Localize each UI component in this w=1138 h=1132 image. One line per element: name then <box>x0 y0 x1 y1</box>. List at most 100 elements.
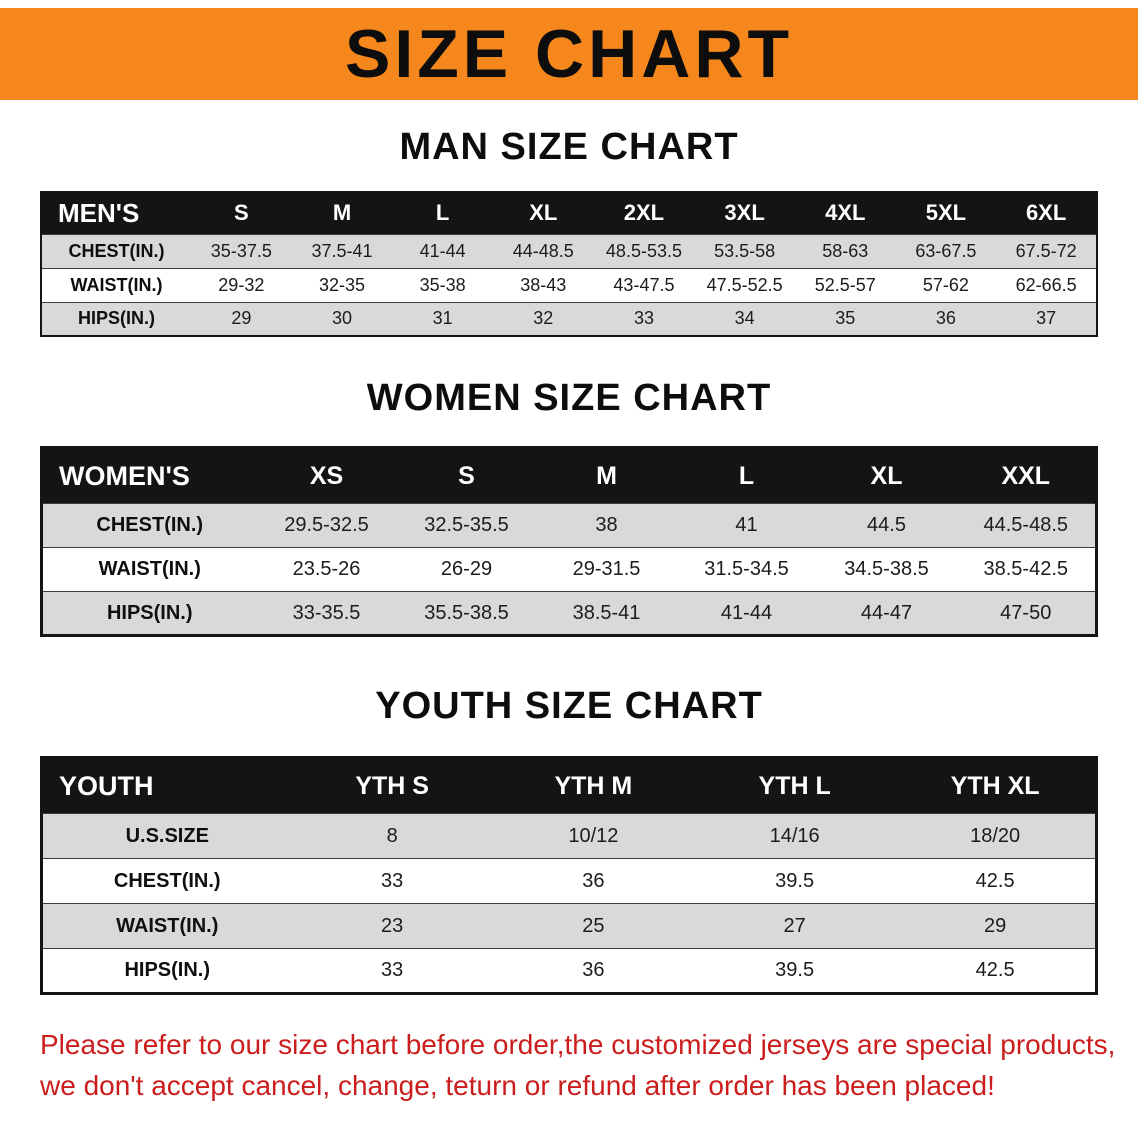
measurement-value: 44.5 <box>867 514 906 536</box>
table-corner-label: MEN'S <box>41 192 191 234</box>
measurement-value: 8 <box>386 824 398 847</box>
measurement-value: 53.5-58 <box>714 240 776 261</box>
measurement-value: 62-66.5 <box>1015 274 1077 295</box>
measurement-row: CHEST(IN.) 35-37.5 37.5-41 41-44 44-48.5 48.5… <box>41 234 1097 268</box>
measurement-label: HIPS(IN.) <box>106 601 193 624</box>
size-column-header: L <box>392 192 493 234</box>
measurement-row: CHEST(IN.) 29.5-32.5 32.5-35.5 38 41 44.5 44.5… <box>41 503 1097 548</box>
measurement-value: 33 <box>381 869 404 892</box>
size-column-header: 6XL <box>996 192 1097 234</box>
measurement-value: 26-29 <box>440 558 493 580</box>
measurement-value: 37.5-41 <box>311 240 373 261</box>
size-column-header: YTH S <box>291 757 493 814</box>
measurement-row: WAIST(IN.) 29-32 32-35 35-38 38-43 43-47.5 47.… <box>41 268 1097 302</box>
measurement-value: 67.5-72 <box>1015 240 1077 261</box>
measurement-value: 29 <box>231 308 252 329</box>
measurement-label: CHEST(IN.) <box>68 240 165 261</box>
size-column-header: XXL <box>956 447 1097 504</box>
measurement-value: 42.5 <box>975 959 1015 981</box>
size-column-header: 2XL <box>593 192 695 234</box>
measurement-value: 14/16 <box>769 824 820 847</box>
women-section: WOMEN SIZE CHART WOMEN'S XS S M L XL XXL CHEST(… <box>0 377 1138 637</box>
size-column-header: YTH XL <box>895 757 1097 814</box>
measurement-value: 38 <box>595 514 618 536</box>
size-column-header: YTH L <box>694 757 896 814</box>
size-header-row: YOUTH YTH S YTH M YTH L YTH XL <box>41 757 1097 814</box>
measurement-label: CHEST(IN.) <box>113 869 221 892</box>
measurement-value: 29 <box>984 914 1007 937</box>
size-column-header: XS <box>256 447 397 504</box>
measurement-value: 57-62 <box>922 274 969 295</box>
measurement-value: 48.5-53.5 <box>605 240 682 261</box>
measurement-value: 39.5 <box>775 869 815 892</box>
disclaimer-line-1: Please refer to our size chart before or… <box>40 1029 1116 1060</box>
measurement-value: 35.5-38.5 <box>424 601 509 624</box>
measurement-label: HIPS(IN.) <box>77 308 155 329</box>
measurement-value: 35-38 <box>419 274 466 295</box>
measurement-value: 27 <box>783 914 806 937</box>
disclaimer: Please refer to our size chart before or… <box>40 1025 1138 1106</box>
measurement-value: 43-47.5 <box>613 274 675 295</box>
size-column-header: S <box>191 192 292 234</box>
measurement-value: 25 <box>582 914 605 937</box>
measurement-row: CHEST(IN.) 33 36 39.5 42.5 <box>41 858 1097 904</box>
measurement-value: 47.5-52.5 <box>706 274 783 295</box>
measurement-value: 30 <box>331 308 352 329</box>
table-corner-label: WOMEN'S <box>41 447 257 504</box>
measurement-value: 44-48.5 <box>512 240 574 261</box>
measurement-value: 47-50 <box>1000 601 1052 624</box>
measurement-value: 44-47 <box>860 601 913 624</box>
measurement-row: U.S.SIZE 8 10/12 14/16 18/20 <box>41 813 1097 859</box>
measurement-row: HIPS(IN.) 33 36 39.5 42.5 <box>41 948 1097 994</box>
measurement-value: 23 <box>381 914 404 937</box>
measurement-value: 35-37.5 <box>210 240 272 261</box>
measurement-value: 37 <box>1036 308 1057 329</box>
measurement-value: 34.5-38.5 <box>844 558 929 580</box>
measurement-value: 32.5-35.5 <box>424 514 509 536</box>
measurement-value: 29-31.5 <box>572 558 641 580</box>
size-header-row: WOMEN'S XS S M L XL XXL <box>41 447 1097 504</box>
measurement-row: WAIST(IN.) 23 25 27 29 <box>41 903 1097 949</box>
banner: SIZE CHART <box>0 8 1138 100</box>
size-column-header: 3XL <box>694 192 795 234</box>
measurement-row: HIPS(IN.) 33-35.5 35.5-38.5 38.5-41 41-44 44-… <box>41 591 1097 636</box>
size-column-header: L <box>676 447 817 504</box>
measurement-value: 41-44 <box>720 601 773 624</box>
size-column-header: M <box>291 192 393 234</box>
measurement-value: 42.5 <box>975 869 1015 892</box>
measurement-value: 36 <box>582 869 605 892</box>
size-header-row: MEN'S S M L XL 2XL 3XL 4XL 5XL 6XL <box>41 192 1097 234</box>
size-column-header: XL <box>816 447 957 504</box>
measurement-label: HIPS(IN.) <box>124 959 211 981</box>
table-corner-label: YOUTH <box>41 757 292 814</box>
size-column-header: 5XL <box>895 192 997 234</box>
measurement-value: 29.5-32.5 <box>284 514 369 536</box>
disclaimer-line-2: we don't accept cancel, change, teturn o… <box>40 1069 995 1101</box>
measurement-value: 52.5-57 <box>814 274 876 295</box>
measurement-value: 41-44 <box>419 240 466 261</box>
size-column-header: YTH M <box>492 757 694 814</box>
measurement-value: 29-32 <box>218 274 265 295</box>
measurement-value: 36 <box>935 308 956 329</box>
measurement-value: 58-63 <box>822 240 869 261</box>
measurement-value: 39.5 <box>775 959 815 981</box>
women-section-heading: WOMEN SIZE CHART <box>366 377 772 419</box>
measurement-value: 36 <box>582 959 605 981</box>
page-title: SIZE CHART <box>345 16 793 92</box>
women-size-table: WOMEN'S XS S M L XL XXL CHEST(IN.) 29.5-32.5 32.5… <box>40 446 1098 637</box>
measurement-value: 41 <box>735 514 758 536</box>
measurement-value: 33 <box>633 308 654 329</box>
youth-section-heading: YOUTH SIZE CHART <box>375 685 763 727</box>
men-size-table: MEN'S S M L XL 2XL 3XL 4XL 5XL 6XL CHEST(IN.) 35-37… <box>40 191 1098 337</box>
measurement-label: WAIST(IN.) <box>116 914 219 937</box>
measurement-value: 63-67.5 <box>915 240 977 261</box>
measurement-value: 31.5-34.5 <box>704 558 789 580</box>
measurement-value: 10/12 <box>568 824 619 847</box>
measurement-value: 33-35.5 <box>292 601 361 624</box>
measurement-value: 44.5-48.5 <box>983 514 1068 536</box>
measurement-value: 35 <box>835 308 856 329</box>
size-column-header: M <box>536 447 677 504</box>
measurement-label: WAIST(IN.) <box>98 558 201 580</box>
measurement-value: 32-35 <box>318 274 365 295</box>
